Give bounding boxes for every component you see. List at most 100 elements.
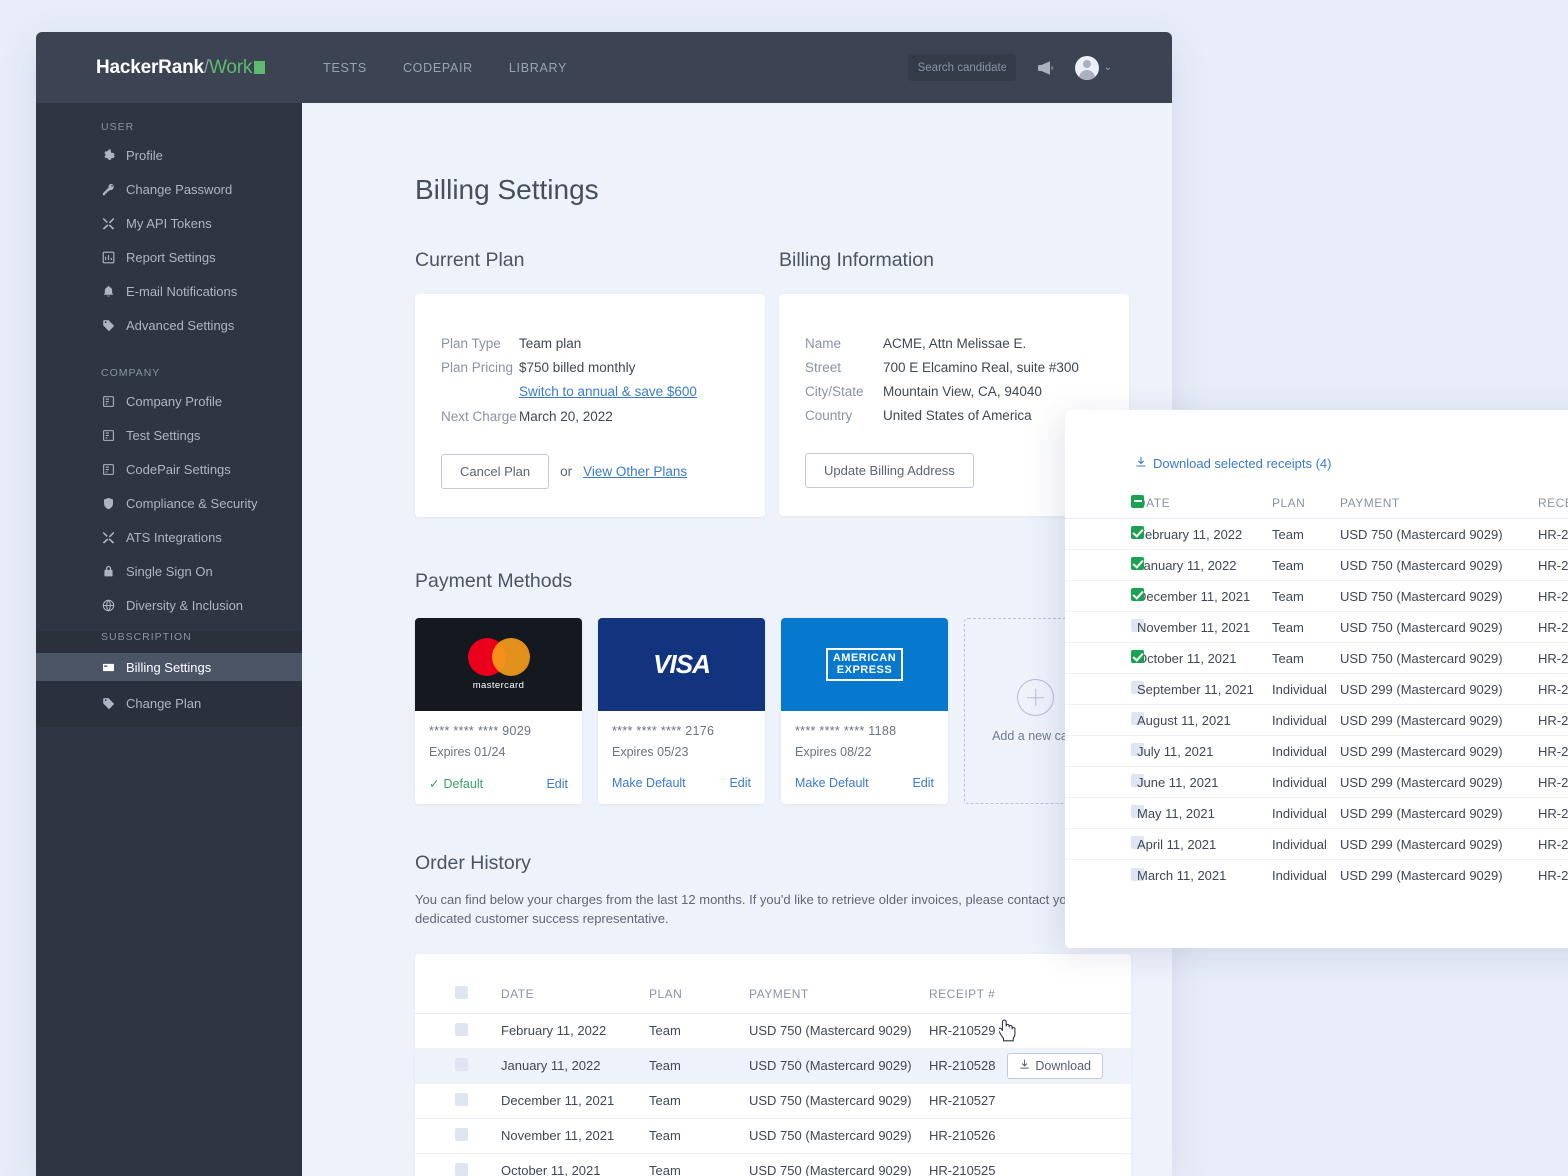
row-checkbox[interactable] [455,1022,468,1036]
sidebar-item-label: Profile [126,147,163,163]
app-logo[interactable]: HackerRank / Work [96,56,266,79]
nav-link-codepair[interactable]: CODEPAIR [402,60,473,75]
edit-card-link[interactable]: Edit [729,776,751,790]
switch-to-annual-link[interactable]: Switch to annual & save $600 [519,384,697,399]
sidebar-item-compliance-security[interactable]: Compliance & Security [36,491,302,515]
download-selected-receipts-link[interactable]: Download selected receipts (4) [1135,456,1568,471]
overlay-table-row[interactable]: September 11, 2021 Individual USD 299 (M… [1065,674,1568,705]
overlay-table-row[interactable]: January 11, 2022 Team USD 750 (Mastercar… [1065,550,1568,581]
sidebar-item-change-password[interactable]: Change Password [36,177,302,201]
select-all-cell [415,986,501,1002]
overlay-table-row[interactable]: March 11, 2021 Individual USD 299 (Maste… [1065,860,1568,891]
row-checkbox[interactable] [1131,836,1144,849]
table-row[interactable]: January 11, 2022 Team USD 750 (Mastercar… [415,1048,1131,1084]
search-input[interactable] [907,54,1016,81]
edit-card-link[interactable]: Edit [912,776,934,790]
sidebar-item-profile[interactable]: Profile [36,143,302,167]
overlay-table-row[interactable]: February 11, 2022 Team USD 750 (Masterca… [1065,519,1568,550]
row-select-cell [415,1022,501,1039]
row-checkbox[interactable] [1131,743,1144,756]
user-menu[interactable]: ⌄ [1074,55,1112,80]
nav-link-tests[interactable]: TESTS [323,60,367,75]
row-payment: USD 299 (Mastercard 9029) [1340,712,1503,728]
row-checkbox[interactable] [1131,805,1144,818]
sidebar-item-label: E-mail Notifications [126,283,238,299]
logo-hackerrank: HackerRank [96,56,204,78]
row-checkbox[interactable] [455,1162,468,1176]
overlay-table-row[interactable]: October 11, 2021 Team USD 750 (Mastercar… [1065,643,1568,674]
make-default-link[interactable]: Make Default [795,776,869,790]
row-checkbox[interactable] [1131,681,1144,694]
row-checkbox[interactable] [1131,867,1144,881]
overlay-table-row[interactable]: April 11, 2021 Individual USD 299 (Maste… [1065,829,1568,860]
visa-art: VISA [598,618,765,711]
download-receipt-button[interactable]: Download [1007,1052,1103,1079]
sidebar-item-ats-integrations[interactable]: ATS Integrations [36,525,302,549]
card-expiry: Expires 01/24 [429,745,506,759]
make-default-link[interactable]: Make Default [612,776,686,790]
overlay-table-row[interactable]: June 11, 2021 Individual USD 299 (Master… [1065,767,1568,798]
sidebar-item-diversity-inclusion[interactable]: Diversity & Inclusion [36,593,302,617]
sidebar-item-report-settings[interactable]: Report Settings [36,245,302,269]
row-plan: Team [1272,619,1304,635]
row-checkbox[interactable] [1131,619,1144,632]
row-checkbox[interactable] [1131,712,1144,725]
sidebar-item-single-sign-on[interactable]: Single Sign On [36,559,302,583]
billing-street-value: 700 E Elcamino Real, suite #300 [883,360,1079,375]
sidebar-item-change-plan[interactable]: Change Plan [36,691,302,715]
row-checkbox[interactable] [455,1092,468,1106]
select-all-checkbox[interactable] [1131,494,1144,508]
sidebar: USER Profile Change Password My API Toke… [36,103,302,1176]
column-header-date: DATE [501,987,535,1002]
payment-card-mastercard: mastercard **** **** **** 9029 Expires 0… [415,618,582,804]
row-select-cell [415,1057,501,1074]
row-checkbox[interactable] [455,1127,468,1141]
megaphone-icon[interactable] [1036,60,1055,76]
overlay-table-row[interactable]: December 11, 2021 Team USD 750 (Masterca… [1065,581,1568,612]
select-all-checkbox[interactable] [455,986,468,1000]
billing-citystate-value: Mountain View, CA, 94040 [883,384,1042,399]
card-expiry: Expires 05/23 [612,745,689,759]
nav-link-library[interactable]: LIBRARY [508,60,568,75]
sidebar-item-company-profile[interactable]: Company Profile [36,389,302,413]
overlay-table-row[interactable]: May 11, 2021 Individual USD 299 (Masterc… [1065,798,1568,829]
row-checkbox[interactable] [1131,650,1144,663]
row-payment: USD 750 (Mastercard 9029) [749,1128,912,1144]
logo-square-icon [254,61,266,74]
table-row[interactable]: November 11, 2021 Team USD 750 (Masterca… [415,1119,1131,1154]
overlay-table-row[interactable]: August 11, 2021 Individual USD 299 (Mast… [1065,705,1568,736]
sidebar-item-test-settings[interactable]: Test Settings [36,423,302,447]
sidebar-item-my-api-tokens[interactable]: My API Tokens [36,211,302,235]
amex-footer: Make Default Edit [795,776,934,790]
amex-line-2: EXPRESS [836,663,893,676]
table-row[interactable]: October 11, 2021 Team USD 750 (Mastercar… [415,1154,1131,1176]
document-icon [101,428,115,442]
sidebar-item-advanced-settings[interactable]: Advanced Settings [36,313,302,337]
row-checkbox[interactable] [1131,526,1144,539]
sidebar-item-billing-settings[interactable]: Billing Settings [36,653,302,681]
mastercard-wordmark: mastercard [472,680,525,691]
sidebar-item-codepair-settings[interactable]: CodePair Settings [36,457,302,481]
row-checkbox[interactable] [455,1057,468,1071]
table-row[interactable]: December 11, 2021 Team USD 750 (Masterca… [415,1084,1131,1119]
row-plan: Team [1272,588,1304,604]
sidebar-item-email-notifications[interactable]: E-mail Notifications [36,279,302,303]
row-date: October 11, 2021 [501,1163,601,1176]
row-checkbox[interactable] [1131,557,1144,570]
current-plan-column: Current Plan Plan Type Team plan Plan Pr… [415,249,765,517]
view-other-plans-link[interactable]: View Other Plans [583,464,688,479]
row-date: September 11, 2021 [1137,681,1254,697]
sidebar-item-label: Change Plan [126,695,202,711]
row-receipt: HR-210 [1538,868,1568,883]
table-row[interactable]: February 11, 2022 Team USD 750 (Masterca… [415,1014,1131,1049]
check-icon: ✓ [429,777,440,791]
row-plan: Team [1272,557,1304,573]
overlay-table-row[interactable]: November 11, 2021 Team USD 750 (Masterca… [1065,612,1568,643]
overlay-table-row[interactable]: July 11, 2021 Individual USD 299 (Master… [1065,736,1568,767]
row-checkbox[interactable] [1131,774,1144,787]
row-checkbox[interactable] [1131,588,1144,601]
cancel-plan-button[interactable]: Cancel Plan [441,454,550,489]
update-billing-address-button[interactable]: Update Billing Address [805,453,974,488]
edit-card-link[interactable]: Edit [546,776,568,791]
billing-citystate-row: City/State Mountain View, CA, 94040 [805,384,1103,399]
